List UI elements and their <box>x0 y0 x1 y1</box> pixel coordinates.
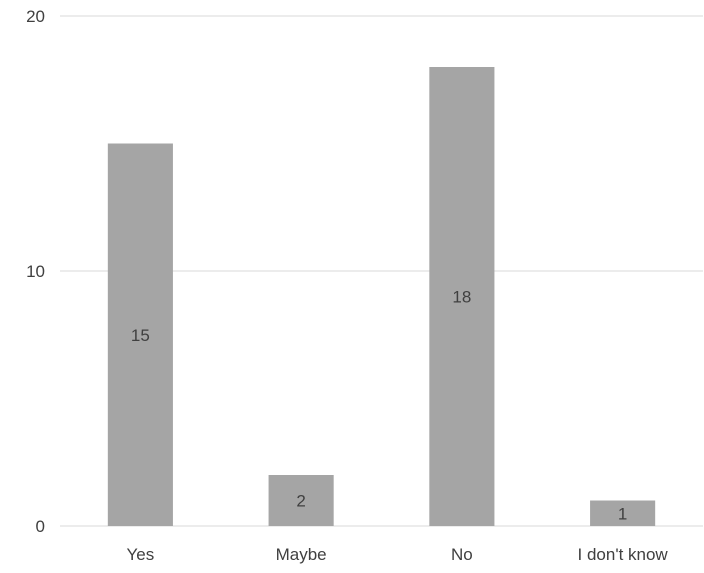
bars <box>107 67 656 526</box>
data-label: 18 <box>452 288 471 307</box>
data-label: 2 <box>296 492 305 511</box>
y-tick-label: 0 <box>36 517 45 536</box>
bar-1 <box>268 475 334 526</box>
bar-3 <box>590 500 656 526</box>
x-tick-label: Yes <box>127 545 155 564</box>
y-tick-label: 10 <box>26 262 45 281</box>
y-tick-label: 20 <box>26 7 45 26</box>
y-tick-labels: 0 10 20 <box>26 7 45 536</box>
bar-0 <box>107 143 173 526</box>
x-tick-label: Maybe <box>276 545 327 564</box>
x-tick-labels: Yes Maybe No I don't know <box>127 545 669 564</box>
data-labels: 15 2 18 1 <box>131 288 627 524</box>
x-tick-label: No <box>451 545 473 564</box>
data-label: 15 <box>131 326 150 345</box>
x-tick-label: I don't know <box>578 545 669 564</box>
bar-2 <box>429 67 495 526</box>
data-label: 1 <box>618 504 627 523</box>
